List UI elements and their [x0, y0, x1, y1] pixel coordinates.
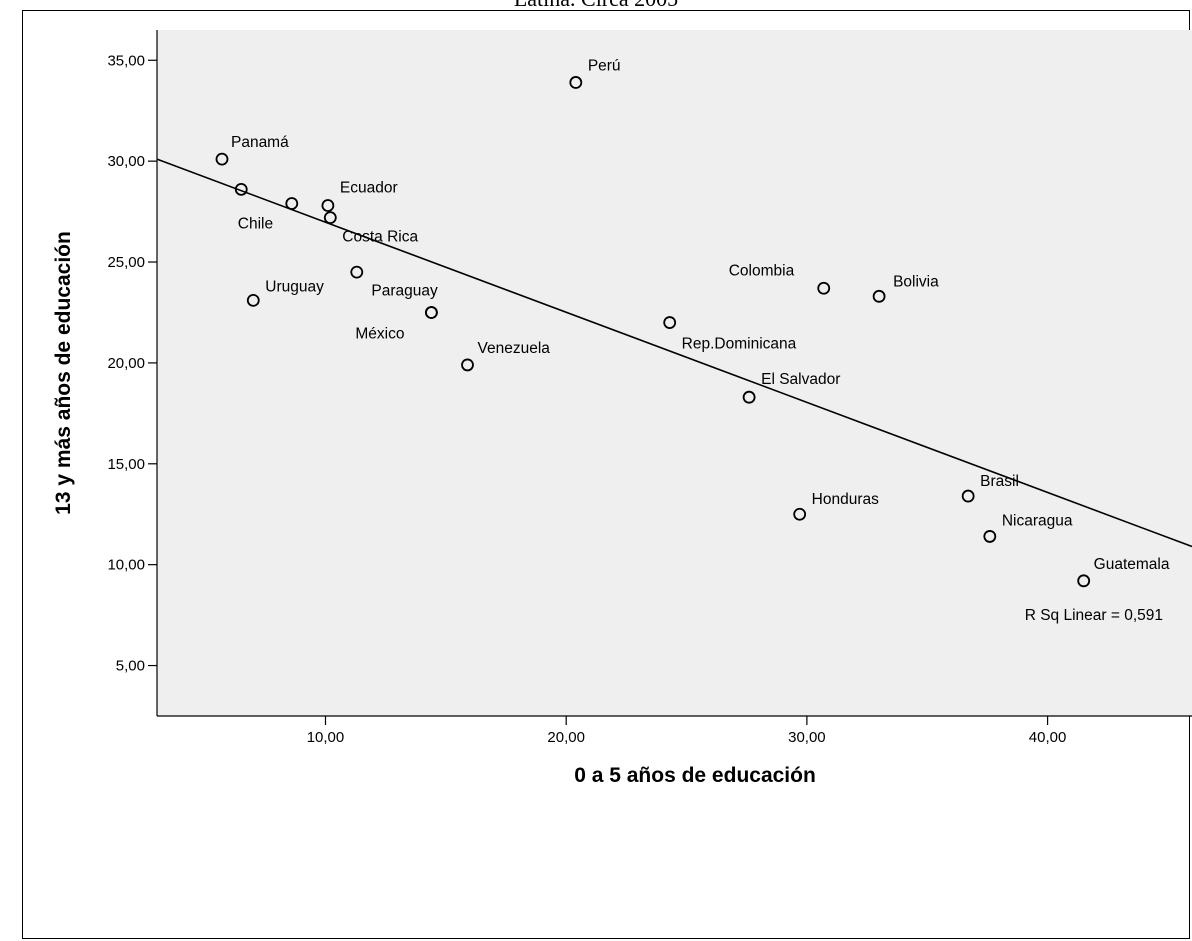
y-tick-label: 20,00 — [107, 355, 145, 372]
data-point — [285, 197, 299, 210]
point-label: Perú — [588, 57, 621, 74]
data-point — [569, 76, 583, 89]
y-axis-title: 13 y más años de educación — [52, 231, 75, 515]
point-label: Bolivia — [893, 273, 939, 290]
point-label: Costa Rica — [342, 229, 418, 246]
x-tick-label: 30,00 — [788, 729, 826, 746]
point-label: Chile — [238, 216, 273, 233]
chart-title: Latina. Circa 2005 — [0, 0, 1192, 12]
data-point — [817, 281, 831, 295]
point-label: Nicaragua — [1002, 512, 1073, 529]
data-point — [424, 306, 438, 319]
data-point — [961, 489, 975, 503]
point-label: Colombia — [729, 262, 795, 279]
data-point — [215, 152, 229, 166]
y-tick-label: 25,00 — [107, 254, 145, 271]
x-tick-label: 20,00 — [547, 729, 585, 746]
y-tick-label: 10,00 — [107, 557, 145, 574]
point-label: Brasil — [980, 473, 1019, 490]
x-tick-label: 40,00 — [1029, 729, 1067, 746]
data-point — [246, 293, 260, 307]
data-point — [663, 316, 677, 329]
point-label: Paraguay — [371, 282, 438, 299]
point-label: Honduras — [812, 491, 879, 508]
point-label: Venezuela — [478, 340, 551, 357]
data-point — [872, 289, 886, 303]
point-label: Rep.Dominicana — [682, 336, 797, 353]
point-label: Uruguay — [265, 278, 324, 295]
r-squared-annotation: R Sq Linear = 0,591 — [1025, 607, 1163, 624]
y-tick-label: 5,00 — [116, 658, 145, 675]
data-point — [742, 390, 756, 404]
y-tick-label: 35,00 — [107, 52, 145, 69]
point-label: Ecuador — [340, 180, 398, 197]
data-point — [350, 265, 364, 279]
y-tick-label: 15,00 — [107, 456, 145, 473]
point-label: El Salvador — [761, 371, 840, 388]
data-point — [793, 507, 807, 521]
data-point — [983, 530, 997, 543]
x-tick-label: 10,00 — [307, 729, 345, 746]
plot-area — [157, 30, 1192, 716]
data-point — [461, 358, 474, 372]
data-point — [234, 182, 248, 196]
point-label: Guatemala — [1094, 556, 1170, 573]
y-tick-label: 30,00 — [107, 153, 145, 170]
point-label: Panamá — [231, 134, 289, 151]
data-point — [1077, 574, 1091, 588]
x-axis-title: 0 a 5 años de educación — [574, 764, 816, 787]
data-point — [323, 211, 337, 225]
point-label: México — [355, 325, 404, 342]
data-point — [321, 199, 335, 212]
